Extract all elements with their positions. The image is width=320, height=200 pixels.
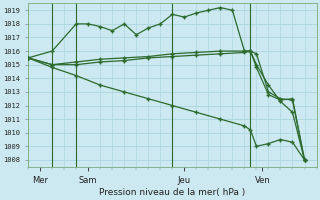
X-axis label: Pression niveau de la mer( hPa ): Pression niveau de la mer( hPa )	[99, 188, 245, 197]
